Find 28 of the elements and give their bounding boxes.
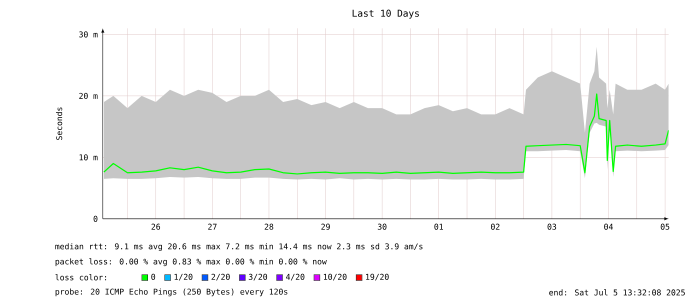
legend-label: 1/20 xyxy=(174,274,192,281)
x-tick-label: 28 xyxy=(264,224,274,230)
legend-label: 4/20 xyxy=(286,274,304,281)
y-tick-label: 30 m xyxy=(79,32,98,38)
x-tick-label: 30 xyxy=(378,224,386,230)
text: loss color: xyxy=(56,274,106,281)
chart-title: Last 10 Days xyxy=(352,10,419,19)
x-tick-label: 04 xyxy=(604,224,613,230)
legend-label: 3/20 xyxy=(248,274,268,281)
x-tick-label: 29 xyxy=(321,224,330,230)
y-tick-label: 10 m xyxy=(80,154,98,161)
legend-label: 0 xyxy=(151,274,156,280)
x-tick-label: 26 xyxy=(152,224,160,230)
x-tick-label: 05 xyxy=(660,224,670,230)
x-tick-label: 27 xyxy=(208,224,217,230)
text: end: Sat Jul 5 13:32:08 2025 xyxy=(549,289,685,296)
y-tick-label: 0 xyxy=(94,216,98,222)
y-axis-title: Seconds xyxy=(56,108,62,140)
text: packet loss: 0.00 % avg 0.83 % max 0.00 % min 0.00 % now xyxy=(56,258,327,266)
x-tick-label: 03 xyxy=(548,224,556,230)
legend-label: 2/20 xyxy=(212,274,230,281)
x-tick-label: 01 xyxy=(434,224,444,230)
legend-label: 10/20 xyxy=(324,274,347,281)
x-tick-label: 02 xyxy=(491,224,500,230)
text: median rtt: 9.1 ms avg 20.6 ms max 7.2 ms min 14.4 ms now 2.3 ms sd 3.9 am/s xyxy=(55,243,422,252)
legend-label: 19/20 xyxy=(366,274,389,281)
y-tick-label: 20 m xyxy=(79,92,98,100)
text: probe: 20 ICMP Echo Pings (250 Bytes) every 120s xyxy=(56,288,288,296)
